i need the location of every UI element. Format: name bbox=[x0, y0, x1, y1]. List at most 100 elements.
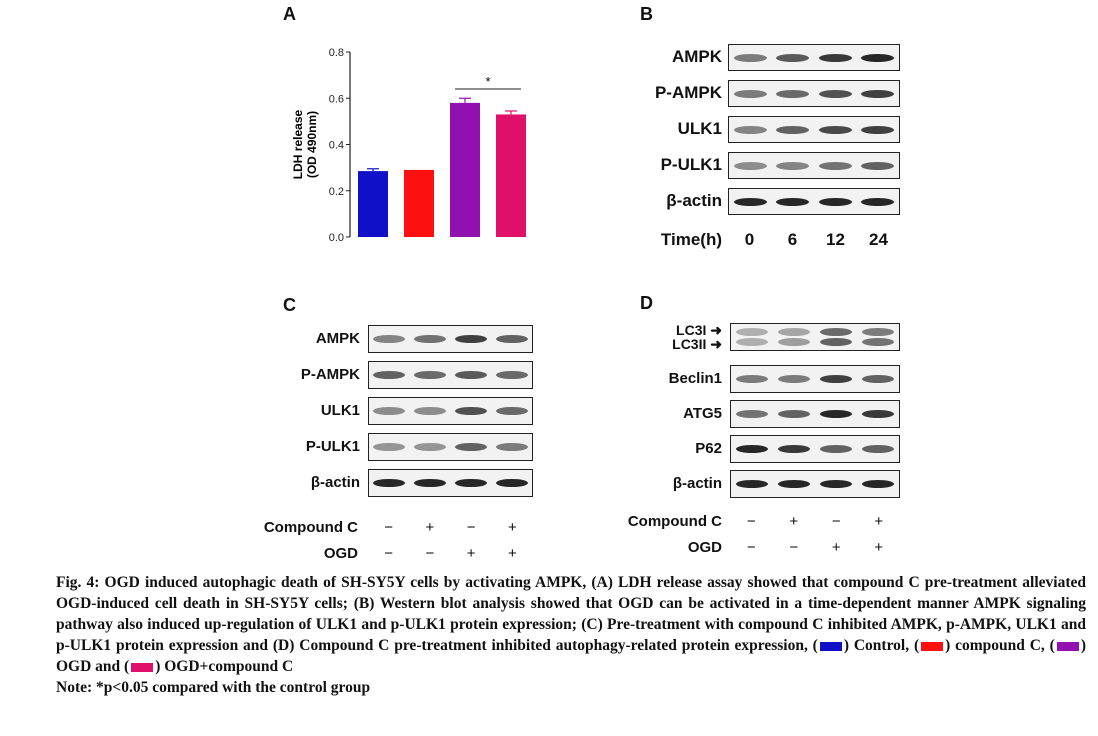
bar-ogd-compound-c bbox=[496, 114, 526, 237]
y-tick-label: 0.8 bbox=[329, 47, 344, 59]
protein-band bbox=[777, 444, 811, 454]
treatment-sign: + bbox=[874, 539, 884, 556]
protein-band bbox=[861, 444, 895, 454]
treatment-sign: − bbox=[384, 545, 393, 562]
legend-swatch bbox=[1056, 641, 1079, 651]
blot-d-label-0: Beclin1 bbox=[668, 370, 722, 387]
legend-label: ) compound C, ( bbox=[945, 637, 1055, 654]
lc3-label: LC3I ➜ bbox=[676, 322, 722, 338]
protein-band bbox=[495, 442, 528, 452]
protein-band bbox=[861, 374, 895, 384]
y-axis-label-unit: (OD 490nm) bbox=[305, 111, 319, 178]
protein-band bbox=[818, 161, 852, 170]
treatment-sign: + bbox=[425, 519, 435, 536]
protein-band bbox=[733, 197, 767, 206]
blot-b-strip-4 bbox=[728, 188, 900, 215]
blot-c-label-2: ULK1 bbox=[320, 402, 360, 419]
western-blot-c: AMPK P-AMPK ULK1 P-ULK1 β-actin Compound C − + −… bbox=[250, 325, 550, 565]
blot-b-label-0: AMPK bbox=[671, 47, 722, 66]
protein-band bbox=[777, 479, 811, 489]
blot-c-strip-0 bbox=[368, 325, 533, 353]
protein-band-lc3i bbox=[777, 328, 811, 337]
y-axis-label: LDH release bbox=[291, 109, 305, 179]
treatment-sign: − bbox=[425, 545, 435, 562]
protein-band bbox=[373, 478, 406, 488]
panel-label-d: D bbox=[640, 293, 653, 313]
blot-b-strip-0 bbox=[728, 44, 900, 71]
protein-band bbox=[776, 89, 810, 98]
bar-compound-c bbox=[404, 169, 434, 237]
time-value: 0 bbox=[744, 230, 755, 249]
treatment-sign: + bbox=[789, 513, 799, 530]
protein-band bbox=[818, 125, 852, 134]
treatment-sign: + bbox=[507, 519, 517, 536]
treatment-sign: − bbox=[746, 539, 756, 556]
blot-b-strip-3 bbox=[728, 152, 900, 179]
protein-band bbox=[819, 409, 853, 419]
protein-band bbox=[861, 409, 895, 419]
y-tick-label: 0.4 bbox=[329, 140, 344, 152]
protein-band-lc3ii bbox=[777, 338, 811, 347]
legend-swatch bbox=[131, 662, 154, 672]
protein-band bbox=[777, 409, 811, 419]
blot-d-strip-3 bbox=[730, 470, 900, 498]
protein-band bbox=[373, 334, 406, 344]
blot-c-strip-3 bbox=[368, 433, 533, 461]
protein-band bbox=[373, 442, 406, 452]
panel-label-b: B bbox=[640, 4, 653, 24]
protein-band bbox=[414, 370, 446, 380]
caption-note: Note: *p<0.05 compared with the control … bbox=[56, 679, 371, 696]
protein-band bbox=[454, 478, 487, 488]
treatment-sign: + bbox=[831, 539, 841, 556]
protein-band bbox=[733, 89, 767, 98]
blot-d-label-1: ATG5 bbox=[683, 405, 722, 422]
blot-c-label-1: P-AMPK bbox=[300, 366, 360, 383]
protein-band bbox=[733, 161, 767, 170]
treatment-sign: + bbox=[507, 545, 517, 562]
protein-band bbox=[776, 53, 810, 62]
protein-band-lc3i bbox=[861, 328, 895, 337]
y-tick-label: 0.0 bbox=[329, 232, 344, 244]
blot-c-strip-4 bbox=[368, 469, 533, 497]
protein-band bbox=[819, 374, 853, 384]
significance-star: * bbox=[485, 74, 490, 89]
protein-band bbox=[776, 197, 810, 206]
protein-band-lc3i bbox=[819, 328, 853, 337]
blot-c-strip-2 bbox=[368, 397, 533, 425]
protein-band bbox=[818, 53, 852, 62]
bar-ogd bbox=[450, 102, 480, 237]
blot-c-label-0: AMPK bbox=[315, 330, 360, 347]
blot-d-strip-1 bbox=[730, 400, 900, 428]
protein-band bbox=[454, 406, 487, 416]
protein-band bbox=[735, 444, 769, 454]
treatment-label: OGD bbox=[687, 539, 722, 556]
blot-b-strip-2 bbox=[728, 116, 900, 143]
protein-band bbox=[735, 374, 769, 384]
treatment-sign: − bbox=[746, 513, 756, 530]
protein-band bbox=[454, 442, 487, 452]
protein-band bbox=[861, 479, 895, 489]
blot-c-label-4: β-actin bbox=[310, 474, 360, 491]
protein-band-lc3ii bbox=[819, 338, 853, 347]
protein-band bbox=[776, 161, 810, 170]
protein-band bbox=[777, 374, 811, 384]
blot-c-strip-1 bbox=[368, 361, 533, 389]
protein-band bbox=[735, 479, 769, 489]
protein-band bbox=[861, 89, 895, 98]
protein-band bbox=[819, 479, 853, 489]
treatment-sign: − bbox=[384, 519, 393, 536]
protein-band bbox=[776, 125, 810, 134]
protein-band bbox=[414, 334, 446, 344]
protein-band-lc3ii bbox=[861, 338, 895, 347]
protein-band bbox=[454, 370, 487, 380]
treatment-label: Compound C bbox=[263, 519, 358, 536]
treatment-sign: + bbox=[466, 545, 476, 562]
blot-c-label-3: P-ULK1 bbox=[305, 438, 360, 455]
ldh-bar-chart: 0.0 0.2 0.4 0.6 0.8 LDH release (OD 490nm) * bbox=[291, 47, 526, 244]
figure-caption: Fig. 4: OGD induced autophagic death of … bbox=[56, 572, 1086, 698]
protein-band bbox=[861, 161, 895, 170]
protein-band bbox=[733, 125, 767, 134]
blot-d-label-3: β-actin bbox=[672, 475, 722, 492]
protein-band bbox=[735, 409, 769, 419]
western-blot-d: LC3I ➜ LC3II ➜ Beclin1 ATG5 P62 β-actin Compou… bbox=[610, 323, 910, 563]
